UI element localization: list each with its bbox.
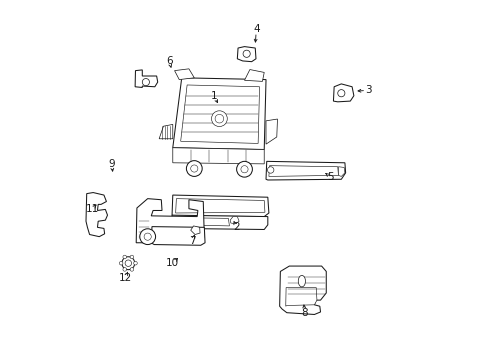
Circle shape: [215, 114, 223, 123]
Polygon shape: [136, 199, 204, 243]
Text: 3: 3: [365, 85, 371, 95]
Polygon shape: [180, 85, 259, 143]
Text: 4: 4: [252, 24, 259, 35]
Polygon shape: [333, 84, 353, 102]
Text: 5: 5: [326, 172, 333, 182]
Circle shape: [243, 50, 250, 57]
Polygon shape: [172, 78, 265, 149]
Polygon shape: [151, 226, 204, 245]
Circle shape: [211, 111, 227, 127]
Polygon shape: [285, 288, 316, 306]
Polygon shape: [172, 148, 264, 164]
Circle shape: [241, 166, 247, 173]
Text: 8: 8: [301, 308, 307, 318]
Polygon shape: [159, 125, 172, 139]
Circle shape: [142, 78, 149, 86]
Polygon shape: [338, 167, 344, 176]
Polygon shape: [268, 166, 338, 176]
Text: 6: 6: [165, 56, 172, 66]
Text: 9: 9: [108, 159, 115, 169]
Text: 2: 2: [233, 222, 240, 232]
Polygon shape: [279, 266, 325, 315]
Polygon shape: [237, 46, 255, 62]
Polygon shape: [172, 215, 267, 229]
Polygon shape: [230, 217, 239, 224]
Polygon shape: [86, 193, 107, 237]
Circle shape: [125, 260, 131, 266]
Text: 11: 11: [85, 204, 99, 215]
Text: 1: 1: [210, 91, 217, 101]
Circle shape: [140, 229, 155, 244]
Polygon shape: [172, 195, 268, 217]
Circle shape: [133, 261, 137, 265]
Circle shape: [130, 255, 133, 259]
Polygon shape: [265, 119, 277, 144]
Circle shape: [130, 267, 133, 271]
Circle shape: [190, 165, 198, 172]
Polygon shape: [244, 69, 264, 81]
Text: 7: 7: [189, 236, 195, 246]
Circle shape: [144, 233, 151, 240]
Text: 10: 10: [166, 258, 179, 268]
Ellipse shape: [298, 275, 305, 287]
Polygon shape: [176, 218, 229, 226]
Circle shape: [186, 161, 202, 176]
Polygon shape: [135, 70, 158, 87]
Circle shape: [267, 167, 273, 173]
Polygon shape: [175, 199, 264, 213]
Circle shape: [236, 161, 252, 177]
Circle shape: [122, 267, 126, 271]
Circle shape: [337, 90, 344, 97]
Circle shape: [122, 257, 135, 270]
Text: 12: 12: [119, 273, 132, 283]
Polygon shape: [190, 226, 200, 234]
Circle shape: [122, 255, 126, 259]
Polygon shape: [174, 69, 194, 80]
Circle shape: [119, 261, 122, 265]
Polygon shape: [265, 161, 345, 180]
